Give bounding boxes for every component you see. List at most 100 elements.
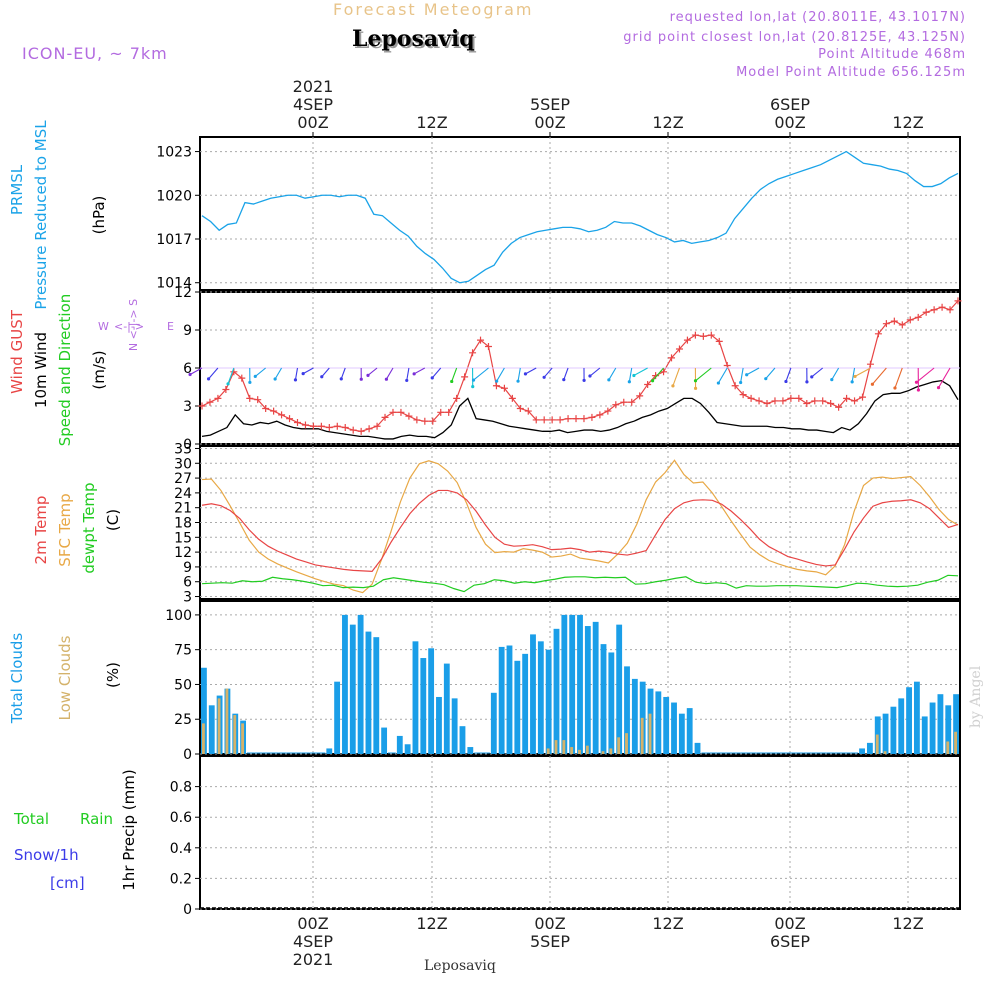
gust-marker [278, 411, 286, 419]
total-cloud-bar [522, 653, 529, 754]
total-cloud-bar [561, 614, 568, 754]
gust-marker [763, 399, 771, 407]
wind-direction-arrow [517, 367, 521, 382]
wind-direction-arrowhead [627, 380, 631, 384]
compass-ns: N <-|-> S [127, 299, 140, 351]
gust-marker [866, 360, 874, 368]
point-altitude: Point Altitude 468m [818, 47, 966, 62]
gust-marker [206, 398, 214, 406]
gust-marker [620, 398, 628, 406]
wind-direction-arrow [473, 367, 489, 381]
wind-direction-arrow [628, 367, 633, 382]
gust-marker [349, 426, 357, 434]
total-cloud-bar [412, 641, 419, 754]
total-cloud-bar [537, 641, 544, 754]
wind-direction-arrow [717, 367, 728, 384]
low-cloud-bar [578, 749, 581, 754]
wind-direction-arrowhead [764, 377, 768, 381]
gust-marker [747, 394, 755, 402]
wind-direction-arrow [274, 367, 283, 380]
top-axis-year: 2021 [293, 77, 334, 96]
ytick-label-temperature: 15 [174, 530, 192, 546]
wind-direction-arrowhead [405, 378, 409, 383]
wind-direction-arrowhead [253, 374, 257, 379]
total-cloud-bar [866, 742, 873, 754]
gust-marker [301, 421, 309, 429]
wind-direction-arrow [765, 367, 776, 380]
gust-marker [508, 394, 516, 402]
ytick-label-precipitation: 0.4 [170, 841, 192, 857]
wind-direction-label: Speed and Direction [56, 294, 74, 447]
low-cloud-bar [946, 741, 950, 754]
gust-marker [596, 411, 604, 419]
gust-marker [421, 417, 429, 425]
gust-marker [262, 405, 270, 413]
total-cloud-bar [436, 696, 442, 754]
ytick-label-temperature: 30 [174, 456, 192, 472]
total-clouds-label: Total Clouds [8, 633, 26, 725]
total-cloud-bar [201, 667, 207, 754]
wind-direction-arrow [321, 367, 330, 378]
gust-marker [946, 306, 954, 314]
ytick-label-temperature: 6 [183, 575, 192, 591]
wind-direction-arrowhead [471, 385, 475, 389]
low-cloud-bar [954, 731, 957, 754]
precip-total-label: Total [13, 810, 49, 828]
panel-frame-pressure [199, 136, 961, 291]
gust-marker [628, 398, 636, 406]
clouds-unit: (%) [104, 662, 122, 688]
wind-direction-arrowhead [671, 384, 675, 388]
top-axis-date: 5SEP [530, 95, 570, 114]
wind-direction-arrowhead [830, 378, 834, 382]
gust-marker [238, 374, 246, 382]
wind-direction-arrow [496, 367, 505, 382]
total-cloud-bar [859, 748, 865, 754]
top-axis-time: 00Z [297, 113, 328, 132]
total-cloud-bar [357, 614, 364, 754]
gust-marker [811, 397, 819, 405]
wind-direction-arrow [608, 367, 617, 381]
gust-marker [405, 412, 413, 420]
total-cloud-bar [467, 747, 474, 754]
wind-direction-arrowhead [523, 372, 528, 376]
total-cloud-bar [342, 614, 348, 754]
wind-direction-arrowhead [248, 380, 252, 384]
bottom-axis-date: 5SEP [530, 932, 570, 951]
low-cloud-bar [241, 723, 245, 754]
compass-mid: <-|-> [114, 320, 144, 333]
footer-location: Leposaviq [424, 958, 496, 974]
wind-label: 10m Wind [32, 332, 50, 408]
gust-marker [325, 424, 333, 432]
chart-super-title: Forecast Meteogram [333, 0, 534, 19]
gust-marker [859, 393, 867, 401]
gust-marker [397, 408, 405, 416]
wind-unit: (m/s) [90, 350, 108, 389]
total-cloud-bar [890, 706, 897, 754]
wind-direction-arrowhead [853, 374, 857, 379]
low-cloud-bar [875, 734, 879, 754]
top-axis-date: 6SEP [770, 95, 810, 114]
gust-marker [675, 345, 683, 353]
gust-marker [898, 321, 906, 329]
wind-direction-arrowhead [450, 379, 454, 384]
low-cloud-bar [585, 745, 589, 754]
gust-marker [524, 407, 532, 415]
gust-marker [882, 320, 890, 328]
wind-direction-arrowhead [226, 382, 230, 386]
gust-marker [683, 336, 691, 344]
wind-direction-arrow [254, 367, 267, 377]
wind-direction-arrowhead [716, 381, 720, 385]
bottom-axis-time: 12Z [416, 914, 447, 933]
ytick-label-wind: 12 [174, 285, 192, 301]
total-cloud-bar [929, 702, 936, 754]
gust-marker [660, 368, 668, 376]
total-cloud-bar [326, 748, 333, 754]
gust-marker [715, 337, 723, 345]
total-cloud-bar [584, 626, 591, 754]
total-cloud-bar [334, 681, 341, 754]
gust-marker [914, 313, 922, 321]
gust-marker [445, 408, 453, 416]
wind-direction-arrow [525, 367, 537, 375]
wind-direction-arrow [851, 367, 856, 382]
